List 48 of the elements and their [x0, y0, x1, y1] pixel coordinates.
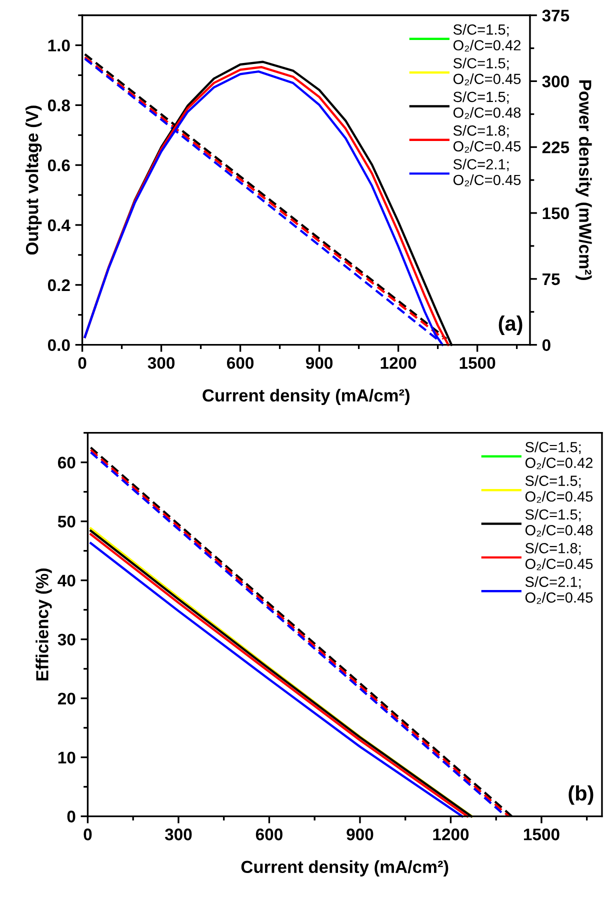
legend-label: S/C=1.8; O₂/C=0.45 [525, 542, 593, 570]
x-tick-label: 0 [78, 357, 86, 369]
x-tick-label: 0 [84, 828, 92, 840]
legend-label: S/C=1.5; O₂/C=0.45 [525, 475, 593, 503]
x-tick-label: 300 [148, 357, 175, 369]
y-tick-label: 60 [58, 456, 76, 469]
y2-tick-label: 375 [542, 10, 570, 22]
y-tick-label: 40 [58, 574, 76, 587]
x-tick-label: 600 [227, 357, 254, 369]
x-tick-label: 900 [346, 828, 374, 840]
y-tick-label: 20 [58, 692, 76, 704]
y2-tick-label: 75 [542, 273, 560, 286]
y-tick-label: 1.0 [48, 40, 70, 52]
y-tick-label: 0.8 [48, 100, 70, 112]
legend-label: S/C=1.5; O₂/C=0.45 [453, 58, 521, 86]
y-tick-label: 10 [58, 752, 76, 764]
y-tick-label: 0 [67, 810, 76, 822]
legend-label: S/C=1.5; O₂/C=0.42 [453, 24, 520, 52]
y-axis-title: Efficiency (%) [36, 568, 52, 680]
y-tick-label: 0.2 [48, 279, 70, 292]
legend-label: S/C=1.5; O₂/C=0.48 [453, 91, 521, 119]
legend-label: S/C=2.1; O₂/C=0.45 [453, 158, 521, 186]
y2-tick-label: 150 [542, 207, 569, 220]
y-axis-title: Output voltage (V) [25, 106, 42, 255]
y-tick-label: 0.0 [48, 339, 70, 352]
x-tick-label: 900 [306, 357, 333, 369]
y-tick-label: 50 [58, 516, 76, 528]
x-tick-label: 1200 [380, 357, 416, 369]
x-tick-label: 1200 [433, 828, 469, 840]
x-axis-title: Current density (mA/cm²) [241, 860, 448, 876]
x-tick-label: 600 [256, 828, 282, 840]
legend-label: S/C=1.8; O₂/C=0.45 [453, 125, 521, 153]
y-tick-label: 30 [58, 634, 76, 646]
y2-axis-title: Power density (mW/cm²) [576, 80, 592, 280]
x-axis-title: Current density (mA/cm²) [202, 388, 410, 406]
legend-label: S/C=2.1; O₂/C=0.45 [525, 576, 593, 604]
x-tick-label: 300 [164, 828, 192, 840]
y-tick-label: 0.6 [48, 159, 70, 172]
legend-label: S/C=1.5; O₂/C=0.48 [525, 508, 593, 536]
y2-tick-label: 0 [542, 339, 550, 352]
x-tick-label: 1500 [460, 357, 496, 369]
y2-tick-label: 300 [542, 76, 569, 88]
y-tick-label: 0.4 [48, 219, 70, 232]
annotation: (a) [498, 316, 522, 335]
x-tick-label: 1500 [524, 828, 560, 840]
y2-tick-label: 225 [542, 141, 570, 154]
annotation: (b) [568, 785, 594, 805]
legend-label: S/C=1.5; O₂/C=0.42 [525, 442, 592, 470]
